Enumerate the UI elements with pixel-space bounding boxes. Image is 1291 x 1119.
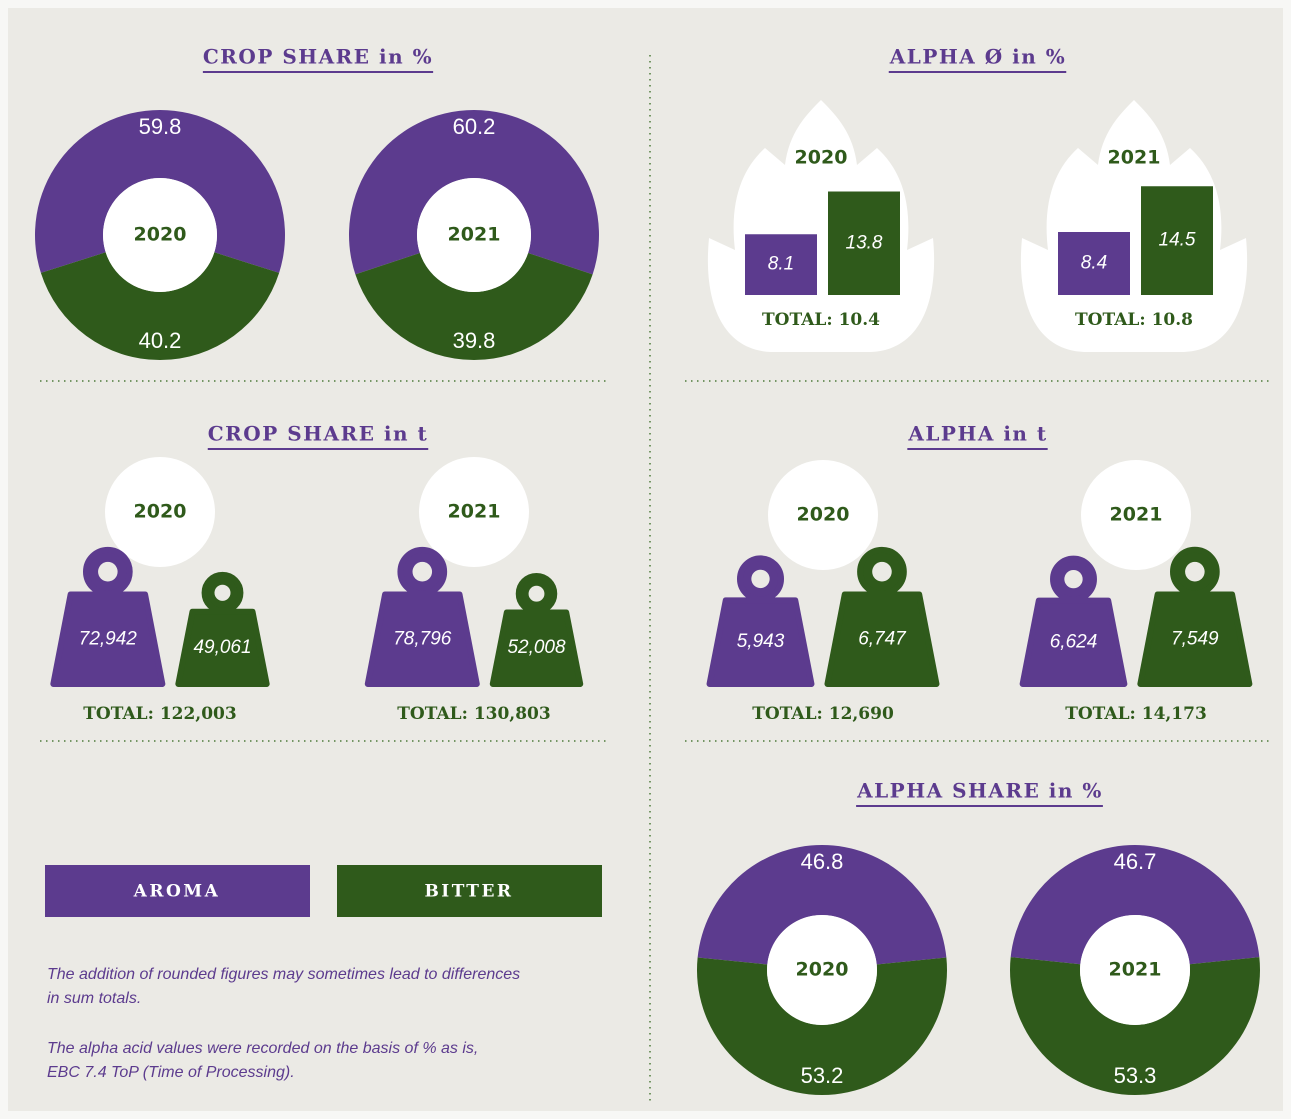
total: TOTAL: 12,690 [752, 704, 894, 724]
weight-hole [751, 569, 770, 589]
weight-hole [214, 584, 231, 601]
value-label: 13.8 [846, 232, 883, 253]
value-label: 39.8 [453, 328, 496, 353]
value-label: 5,943 [737, 631, 785, 652]
value-label: 40.2 [139, 328, 182, 353]
total-prefix: TOTAL: [1065, 704, 1136, 724]
value-label: 60.2 [453, 114, 496, 139]
legend-label: BITTER [424, 882, 513, 902]
chart-title: ALPHA Ø in % [889, 45, 1067, 69]
year-label: 2020 [795, 147, 848, 169]
legend-label: AROMA [133, 882, 221, 902]
weight-hole [98, 561, 118, 582]
year-label: 2020 [797, 504, 850, 526]
value-label: 49,061 [193, 637, 251, 658]
year-label: 2020 [134, 501, 187, 523]
total: TOTAL: 122,003 [83, 704, 236, 724]
weight-hole [1185, 561, 1205, 582]
total-value: 14,173 [1142, 704, 1207, 724]
year-label: 2021 [1110, 504, 1163, 526]
total-prefix: TOTAL: [762, 310, 833, 330]
year-badge [105, 457, 215, 567]
legend-swatch [337, 865, 602, 917]
note: in sum totals. [47, 990, 141, 1007]
donut-segment [1010, 844, 1260, 965]
value-label: 6,624 [1050, 631, 1098, 652]
weight [50, 546, 166, 687]
total-value: 12,690 [829, 704, 894, 724]
value-label: 52,008 [507, 637, 566, 658]
chart-title: ALPHA SHARE in % [856, 779, 1103, 803]
total: TOTAL: 10.8 [1075, 310, 1193, 330]
weight-hole [872, 561, 892, 582]
total-value: 10.4 [839, 310, 881, 330]
total-value: 122,003 [160, 704, 237, 724]
year-label: 2021 [1109, 959, 1162, 981]
bar [1141, 186, 1213, 295]
bar [745, 234, 817, 295]
bar [828, 191, 900, 295]
weight-hole [528, 585, 545, 602]
weight [489, 572, 584, 687]
weight [175, 571, 270, 687]
value-label: 59.8 [139, 114, 182, 139]
value-label: 8.4 [1081, 253, 1107, 274]
value-label: 53.3 [1114, 1063, 1157, 1088]
year-label: 2020 [134, 224, 187, 246]
weight [1137, 546, 1253, 687]
chart-title: CROP SHARE in % [203, 45, 433, 69]
total-value: 10.8 [1152, 310, 1193, 330]
weight-hole [412, 561, 433, 582]
weight [364, 546, 480, 687]
year-label: 2021 [1108, 147, 1161, 169]
year-badge [419, 457, 529, 567]
total: TOTAL: 130,803 [397, 704, 550, 724]
year-badge [1081, 460, 1191, 570]
value-label: 7,549 [1171, 628, 1219, 649]
donut-hole [103, 178, 217, 292]
donut-hole [1080, 915, 1190, 1025]
note: EBC 7.4 ToP (Time of Processing). [47, 1064, 295, 1081]
value-label: 78,796 [393, 628, 452, 649]
donut-segment [697, 957, 947, 1095]
year-label: 2020 [796, 959, 849, 981]
donut-segment [355, 252, 593, 361]
value-label: 6,747 [858, 628, 907, 649]
total-value: 130,803 [474, 704, 551, 724]
note: The addition of rounded figures may some… [47, 966, 520, 983]
total-prefix: TOTAL: [1075, 310, 1146, 330]
donut-segment [1010, 957, 1260, 1095]
year-label: 2021 [448, 224, 501, 246]
weight [706, 555, 815, 687]
donut-segment [697, 844, 947, 965]
note: The alpha acid values were recorded on t… [47, 1040, 478, 1057]
donut-hole [417, 178, 531, 292]
value-label: 14.5 [1159, 230, 1196, 251]
value-label: 46.8 [801, 849, 844, 874]
legend-swatch [45, 865, 310, 917]
weight [1019, 555, 1128, 687]
donut-hole [767, 915, 877, 1025]
chart-title: CROP SHARE in t [208, 422, 429, 446]
total: TOTAL: 14,173 [1065, 704, 1207, 724]
value-label: 46.7 [1114, 849, 1157, 874]
total-prefix: TOTAL: [397, 704, 468, 724]
donut-segment [349, 110, 600, 275]
total-prefix: TOTAL: [83, 704, 154, 724]
chart-title: ALPHA in t [907, 422, 1047, 446]
weight [824, 546, 940, 687]
donut-segment [34, 110, 285, 273]
total-prefix: TOTAL: [752, 704, 823, 724]
year-label: 2021 [448, 501, 501, 523]
bar [1058, 232, 1130, 295]
donut-segment [40, 252, 280, 360]
year-badge [768, 460, 878, 570]
total: TOTAL: 10.4 [762, 310, 880, 330]
value-label: 8.1 [768, 254, 794, 275]
value-label: 72,942 [79, 628, 138, 649]
value-label: 53.2 [801, 1063, 844, 1088]
weight-hole [1064, 569, 1083, 589]
